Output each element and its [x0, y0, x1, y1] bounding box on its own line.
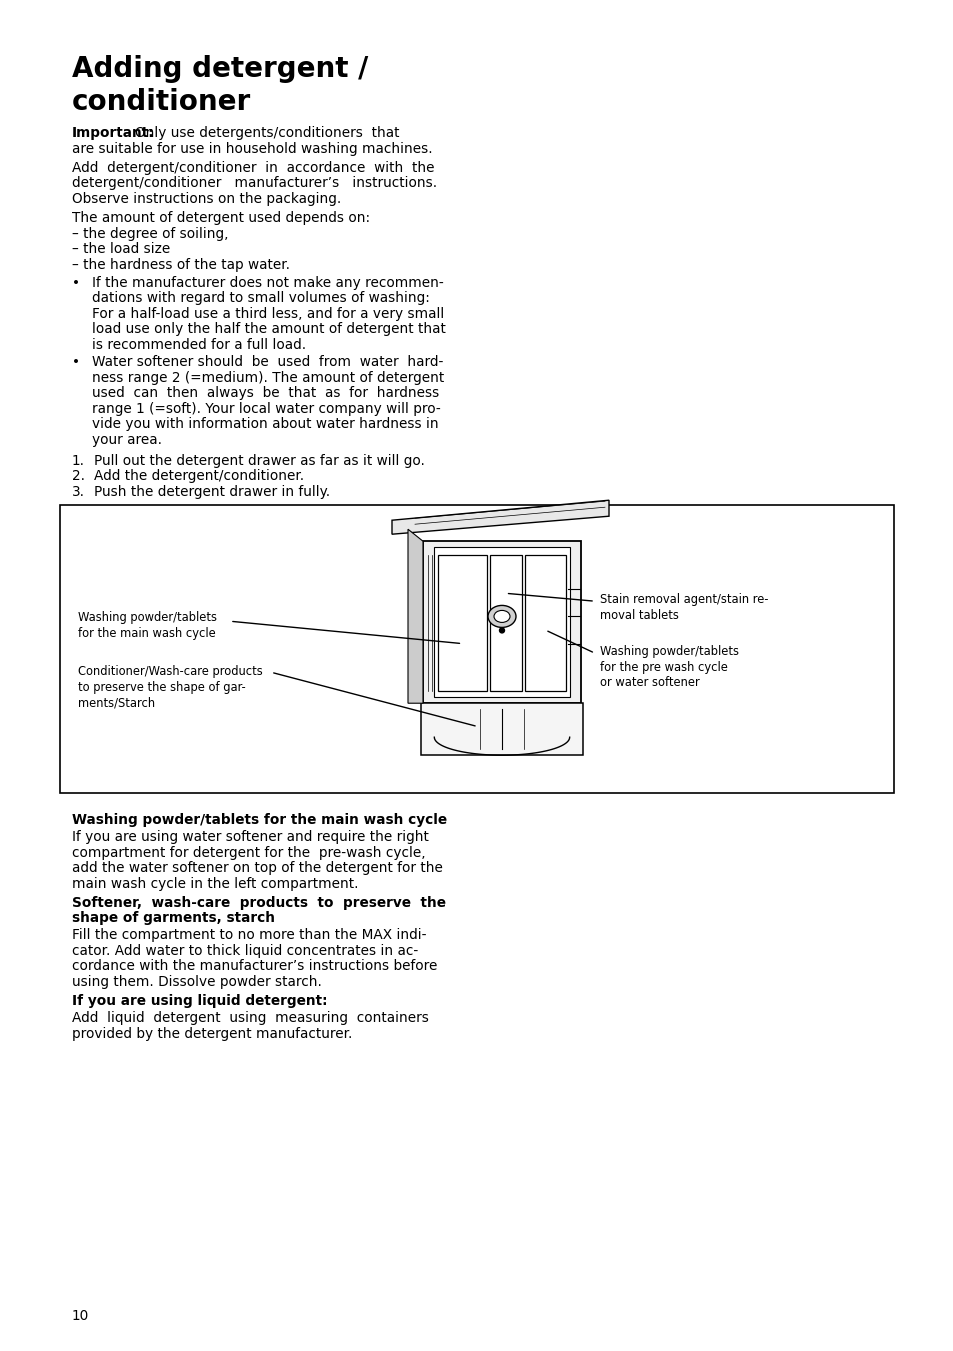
Bar [60, 505, 893, 793]
Bar [434, 547, 569, 697]
Bar [489, 555, 521, 692]
Text: moval tablets: moval tablets [599, 609, 679, 621]
Text: shape of garments, starch: shape of garments, starch [71, 912, 274, 925]
Bar [421, 704, 582, 755]
Text: Conditioner/Wash-care products: Conditioner/Wash-care products [78, 665, 262, 678]
Text: If you are using liquid detergent:: If you are using liquid detergent: [71, 994, 327, 1008]
Text: Softener,  wash-care  products  to  preserve  the: Softener, wash-care products to preserve… [71, 896, 446, 911]
Text: Only use detergents/conditioners  that: Only use detergents/conditioners that [135, 126, 399, 141]
Text: 1.: 1. [71, 454, 85, 467]
Text: for the main wash cycle: for the main wash cycle [78, 627, 215, 640]
Text: 2.: 2. [71, 469, 85, 484]
Text: for the pre wash cycle: for the pre wash cycle [599, 661, 727, 674]
Text: range 1 (=soft). Your local water company will pro-: range 1 (=soft). Your local water compan… [91, 401, 440, 416]
Text: to preserve the shape of gar-: to preserve the shape of gar- [78, 681, 246, 693]
Text: ments/Starch: ments/Starch [78, 696, 155, 709]
Text: Push the detergent drawer in fully.: Push the detergent drawer in fully. [94, 485, 330, 499]
Text: is recommended for a full load.: is recommended for a full load. [91, 338, 306, 351]
Text: Important:: Important: [71, 126, 154, 141]
Bar [524, 555, 565, 692]
Text: •: • [71, 355, 80, 369]
Text: – the load size: – the load size [71, 242, 170, 257]
Polygon shape [408, 530, 422, 704]
Text: used  can  then  always  be  that  as  for  hardness: used can then always be that as for hard… [91, 386, 438, 400]
Text: vide you with information about water hardness in: vide you with information about water ha… [91, 417, 438, 431]
Text: Washing powder/tablets for the main wash cycle: Washing powder/tablets for the main wash… [71, 813, 447, 827]
Text: dations with regard to small volumes of washing:: dations with regard to small volumes of … [91, 290, 430, 305]
Text: your area.: your area. [91, 432, 162, 447]
Text: – the degree of soiling,: – the degree of soiling, [71, 227, 229, 240]
Text: Observe instructions on the packaging.: Observe instructions on the packaging. [71, 192, 341, 205]
Text: 10: 10 [71, 1309, 90, 1323]
Text: ness range 2 (=medium). The amount of detergent: ness range 2 (=medium). The amount of de… [91, 372, 444, 385]
Text: Add  liquid  detergent  using  measuring  containers: Add liquid detergent using measuring con… [71, 1012, 429, 1025]
Text: – the hardness of the tap water.: – the hardness of the tap water. [71, 258, 290, 272]
Text: 3.: 3. [71, 485, 85, 499]
Text: Water softener should  be  used  from  water  hard-: Water softener should be used from water… [91, 355, 443, 369]
Text: cordance with the manufacturer’s instructions before: cordance with the manufacturer’s instruc… [71, 959, 436, 974]
Text: If you are using water softener and require the right: If you are using water softener and requ… [71, 830, 429, 844]
Text: conditioner: conditioner [71, 88, 251, 116]
Text: Adding detergent /: Adding detergent / [71, 55, 368, 82]
Bar [422, 542, 580, 704]
Ellipse shape [494, 611, 510, 623]
Text: •: • [71, 276, 80, 289]
Text: Add the detergent/conditioner.: Add the detergent/conditioner. [94, 469, 304, 484]
Text: Pull out the detergent drawer as far as it will go.: Pull out the detergent drawer as far as … [94, 454, 424, 467]
Polygon shape [392, 500, 608, 534]
Text: compartment for detergent for the  pre-wash cycle,: compartment for detergent for the pre-wa… [71, 846, 425, 859]
Text: Washing powder/tablets: Washing powder/tablets [78, 611, 216, 624]
Text: load use only the half the amount of detergent that: load use only the half the amount of det… [91, 322, 445, 336]
Text: main wash cycle in the left compartment.: main wash cycle in the left compartment. [71, 877, 358, 890]
Text: detergent/conditioner   manufacturer’s   instructions.: detergent/conditioner manufacturer’s ins… [71, 177, 436, 190]
Text: add the water softener on top of the detergent for the: add the water softener on top of the det… [71, 861, 442, 875]
Text: Washing powder/tablets: Washing powder/tablets [599, 646, 739, 658]
Text: Stain removal agent/stain re-: Stain removal agent/stain re- [599, 593, 768, 607]
Text: cator. Add water to thick liquid concentrates in ac-: cator. Add water to thick liquid concent… [71, 944, 417, 958]
Text: using them. Dissolve powder starch.: using them. Dissolve powder starch. [71, 975, 321, 989]
Text: or water softener: or water softener [599, 677, 699, 689]
Text: Fill the compartment to no more than the MAX indi-: Fill the compartment to no more than the… [71, 928, 426, 943]
Text: The amount of detergent used depends on:: The amount of detergent used depends on: [71, 211, 370, 226]
Text: If the manufacturer does not make any recommen-: If the manufacturer does not make any re… [91, 276, 443, 289]
Text: provided by the detergent manufacturer.: provided by the detergent manufacturer. [71, 1027, 352, 1040]
Text: are suitable for use in household washing machines.: are suitable for use in household washin… [71, 142, 432, 155]
Text: For a half-load use a third less, and for a very small: For a half-load use a third less, and fo… [91, 307, 444, 320]
Bar [437, 555, 486, 692]
Text: Add  detergent/conditioner  in  accordance  with  the: Add detergent/conditioner in accordance … [71, 161, 434, 174]
Ellipse shape [488, 605, 516, 627]
Circle shape [499, 628, 504, 632]
